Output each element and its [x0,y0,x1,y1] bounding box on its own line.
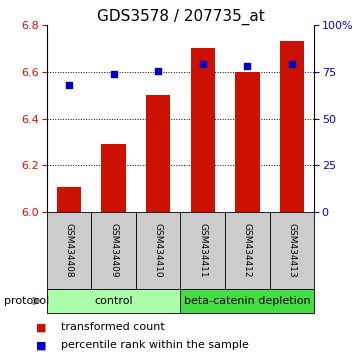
Bar [57,187,82,212]
Text: GSM434410: GSM434410 [154,223,163,278]
Bar [91,212,136,289]
Bar [279,41,304,212]
Point [111,71,117,76]
Bar [47,212,91,289]
Bar [136,212,180,289]
Bar [101,144,126,212]
Text: control: control [95,296,133,306]
Text: GSM434411: GSM434411 [198,223,207,278]
Text: GSM434412: GSM434412 [243,223,252,278]
Text: GSM434413: GSM434413 [287,223,296,278]
Point [244,63,250,69]
Text: GSM434408: GSM434408 [65,223,74,278]
Text: protocol: protocol [4,296,49,306]
Bar [235,72,260,212]
Text: ■: ■ [36,322,47,332]
Bar [191,48,215,212]
Point [289,61,295,67]
Bar [225,212,270,289]
Text: beta-catenin depletion: beta-catenin depletion [184,296,310,306]
Point [66,82,72,88]
Text: transformed count: transformed count [61,322,165,332]
Text: GSM434409: GSM434409 [109,223,118,278]
Text: percentile rank within the sample: percentile rank within the sample [61,340,249,350]
Bar [270,212,314,289]
Bar [180,289,314,313]
Bar [146,95,170,212]
Point [155,68,161,74]
Bar [180,212,225,289]
Text: GDS3578 / 207735_at: GDS3578 / 207735_at [97,9,264,25]
Bar [47,289,180,313]
Point [200,61,206,67]
Text: ■: ■ [36,340,47,350]
